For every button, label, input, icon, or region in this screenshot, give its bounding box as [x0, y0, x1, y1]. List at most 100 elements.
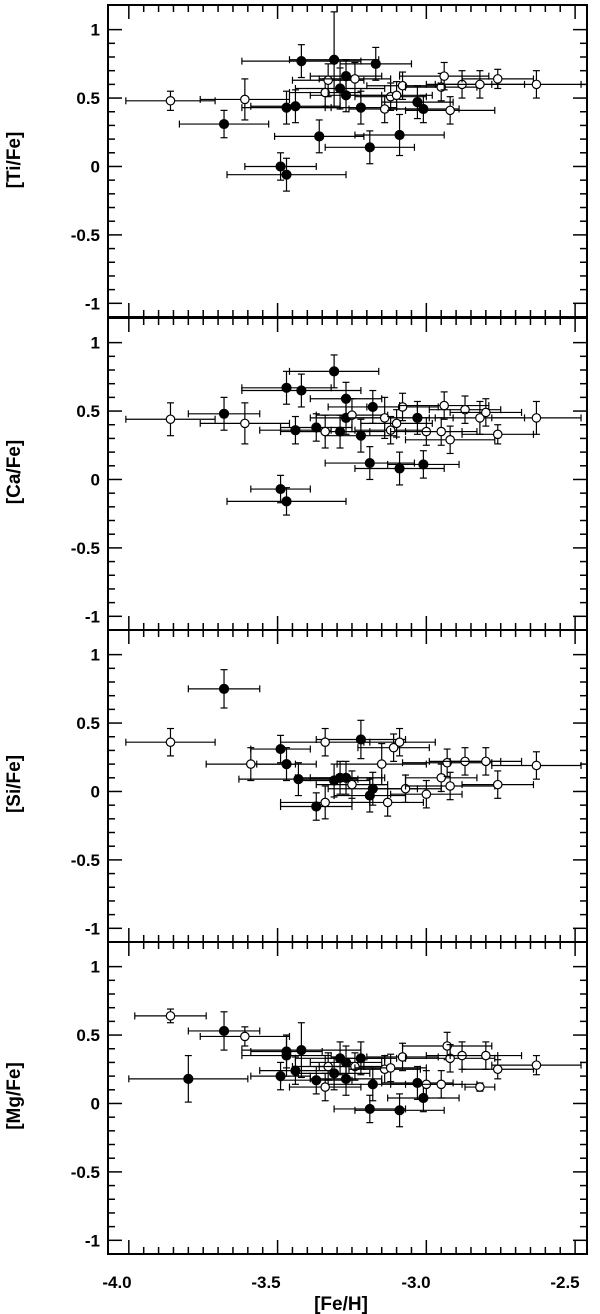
- x-axis-labels: -4.0 -3.5 -3.0 -2.5 [Fe/H]: [102, 1273, 579, 1314]
- data-point-filled: [294, 67, 386, 110]
- point-marker: [320, 737, 330, 748]
- data-point-filled: [387, 450, 460, 479]
- point-marker: [382, 797, 393, 808]
- point-marker: [296, 1045, 307, 1056]
- data-point-open: [363, 727, 436, 757]
- data-point-filled: [128, 1054, 249, 1103]
- point-marker: [391, 418, 402, 429]
- x-tick-label: -4.0: [102, 1273, 131, 1292]
- point-marker: [442, 757, 452, 768]
- data-point-filled: [250, 474, 311, 504]
- point-marker: [475, 1082, 485, 1092]
- y-tick-label: 1: [91, 646, 100, 665]
- point-marker: [364, 142, 375, 153]
- point-marker: [329, 1068, 340, 1079]
- point-marker: [320, 426, 330, 437]
- data-point-open: [428, 395, 502, 424]
- data-point-filled: [333, 778, 407, 813]
- data-point-open: [199, 78, 291, 121]
- point-marker: [481, 756, 491, 767]
- point-marker: [296, 56, 307, 67]
- data-point-open: [401, 748, 493, 778]
- point-marker: [492, 74, 503, 84]
- x-tick-label: -2.5: [550, 1273, 579, 1292]
- data-point-filled: [309, 1045, 383, 1080]
- y-tick-label: 0: [91, 1094, 100, 1113]
- point-marker: [347, 410, 357, 420]
- point-marker: [246, 759, 256, 769]
- data-point-filled: [288, 11, 380, 109]
- point-marker: [439, 71, 449, 81]
- y-tick-label: -0.5: [71, 226, 100, 245]
- data-point-filled: [354, 1093, 445, 1128]
- data-point-open: [461, 424, 535, 445]
- point-marker: [376, 759, 387, 769]
- point-marker: [379, 104, 390, 114]
- data-point-open: [315, 770, 389, 799]
- point-marker: [436, 426, 447, 437]
- point-marker: [421, 789, 432, 800]
- data-point-open: [491, 1054, 582, 1076]
- point-marker: [391, 90, 402, 101]
- y-tick-label: 1: [91, 21, 100, 40]
- data-point-open: [404, 771, 496, 801]
- data-point-filled: [324, 90, 398, 125]
- data-point-open: [351, 788, 424, 817]
- point-marker: [481, 407, 491, 418]
- data-point-open: [315, 398, 389, 433]
- data-point-open: [404, 96, 496, 125]
- data-point-open: [401, 1031, 493, 1061]
- point-marker: [183, 1073, 194, 1084]
- point-marker: [492, 1064, 503, 1075]
- point-marker: [531, 760, 542, 771]
- y-tick-label: 0.5: [76, 1026, 100, 1045]
- data-point-open: [339, 396, 430, 440]
- data-point-open: [398, 61, 490, 91]
- data-point-open: [449, 747, 523, 776]
- data-point-open: [205, 747, 297, 782]
- y-tick-label: -0.5: [71, 851, 100, 870]
- data-point-open: [125, 727, 216, 757]
- data-point-open: [491, 751, 582, 780]
- y-tick-label: -1: [85, 919, 100, 938]
- data-point-open: [491, 70, 582, 99]
- point-marker: [355, 1053, 366, 1064]
- data-point-open: [125, 90, 216, 111]
- plot-frame: [107, 941, 588, 1255]
- point-marker: [475, 413, 485, 423]
- data-point-filled: [226, 157, 347, 192]
- point-marker: [492, 779, 503, 790]
- data-point-open: [404, 417, 478, 446]
- point-marker: [394, 463, 405, 474]
- point-marker: [364, 1103, 375, 1115]
- point-marker: [165, 1011, 176, 1021]
- data-point-open: [461, 68, 535, 90]
- data-point-filled: [354, 451, 445, 486]
- point-marker: [442, 1041, 452, 1051]
- data-point-filled: [339, 46, 413, 81]
- point-marker: [385, 1063, 396, 1073]
- point-marker: [364, 457, 375, 469]
- data-point-open: [449, 1041, 523, 1070]
- data-point-filled: [241, 44, 362, 79]
- data-point-filled: [241, 373, 362, 408]
- y-tick-label: -0.5: [71, 539, 100, 558]
- point-marker: [379, 413, 390, 423]
- x-tick-label: -3.0: [401, 1273, 430, 1292]
- data-point-filled: [288, 354, 380, 389]
- point-marker: [394, 1105, 405, 1116]
- point-marker: [311, 422, 322, 433]
- panel-si: [Si/Fe] 1 0.5 0 -0.5 -1: [4, 629, 588, 943]
- point-marker: [397, 1052, 408, 1062]
- point-marker: [296, 385, 307, 396]
- y-tick-label: -0.5: [71, 1163, 100, 1182]
- data-point-filled: [187, 396, 261, 431]
- point-marker: [418, 459, 429, 470]
- point-marker: [367, 1079, 378, 1090]
- data-point-open: [461, 770, 535, 799]
- data-point-filled: [315, 719, 407, 760]
- data-point-open: [449, 398, 523, 427]
- point-marker: [436, 1079, 447, 1090]
- x-axis-title: [Fe/H]: [314, 1294, 368, 1314]
- point-marker: [320, 1082, 330, 1092]
